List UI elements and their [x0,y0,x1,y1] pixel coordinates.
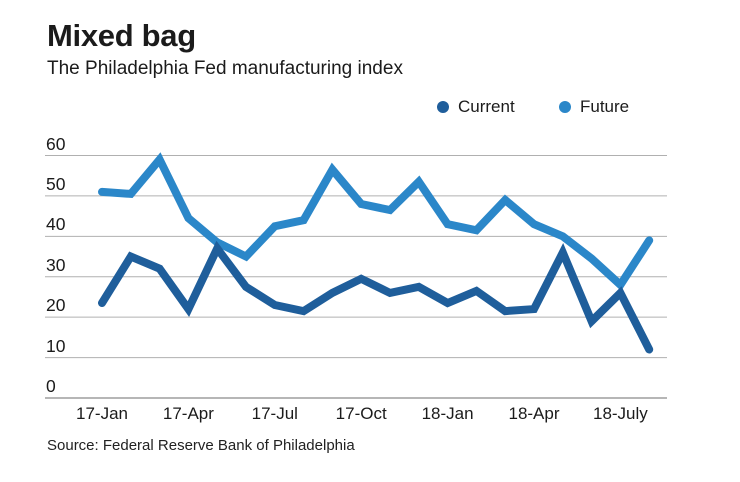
x-tick-label: 18-July [592,404,648,423]
line-current [98,240,654,354]
x-tick-label: 17-Jan [76,404,128,423]
y-tick-label: 50 [46,173,66,194]
x-tick-label: 18-Jan [421,404,474,423]
current-series-dot-icon [437,100,449,113]
x-tick-label: 17-Jul [251,404,298,423]
x-tick-label: 17-Apr [162,404,214,423]
page-title: Mixed bag [47,18,196,53]
x-tick-label: 17-Oct [335,404,387,423]
chart-subtitle: The Philadelphia Fed manufacturing index [47,58,403,79]
legend-label-future: Future [580,96,630,116]
y-tick-label: 20 [46,295,66,316]
line-future [98,152,654,291]
future-series-dot-icon [559,100,571,113]
y-tick-label: 10 [46,335,66,356]
y-tick-label: 30 [46,254,66,275]
legend-item-current: Current [437,97,515,116]
legend-label-current: Current [458,96,515,116]
legend-item-future: Future [559,97,629,116]
x-tick-label: 18-Apr [508,404,560,423]
y-tick-label: 60 [46,133,66,154]
y-tick-label: 40 [46,214,66,235]
source-note: Source: Federal Reserve Bank of Philadel… [47,437,355,454]
y-tick-label: 0 [46,376,56,396]
